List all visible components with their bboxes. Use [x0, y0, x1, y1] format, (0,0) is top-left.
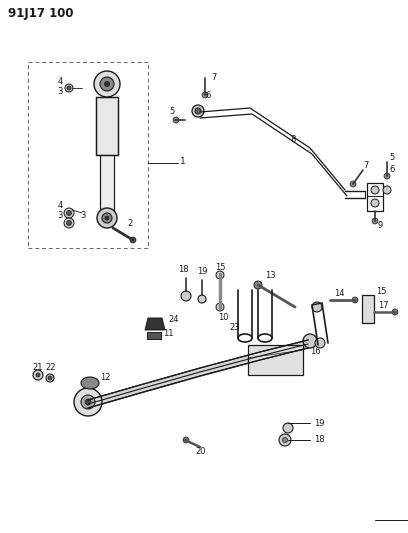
Text: 7: 7 [363, 161, 368, 171]
Text: 12: 12 [100, 374, 111, 383]
Text: 23: 23 [229, 324, 239, 333]
Circle shape [216, 303, 224, 311]
Circle shape [283, 423, 293, 433]
Text: 5: 5 [389, 154, 394, 163]
Circle shape [104, 82, 109, 86]
Circle shape [181, 291, 191, 301]
Circle shape [85, 399, 91, 405]
Circle shape [312, 302, 322, 312]
Text: 91J17 100: 91J17 100 [8, 7, 73, 20]
Text: 18: 18 [314, 435, 325, 445]
Text: 7: 7 [211, 74, 216, 83]
Bar [362, 295, 374, 323]
Circle shape [97, 208, 117, 228]
Bar [96, 97, 118, 155]
Circle shape [67, 221, 71, 225]
Bar [367, 183, 383, 211]
Circle shape [282, 438, 288, 442]
Text: 6: 6 [205, 92, 211, 101]
Text: 4: 4 [58, 200, 62, 209]
Bar [96, 97, 118, 155]
Circle shape [64, 208, 74, 218]
Circle shape [102, 213, 112, 223]
Text: 4: 4 [58, 77, 62, 85]
Text: 1: 1 [180, 157, 186, 166]
Polygon shape [145, 318, 165, 330]
Bar [100, 155, 114, 210]
Text: 2: 2 [127, 220, 132, 229]
Circle shape [372, 218, 378, 224]
Circle shape [67, 211, 71, 215]
Circle shape [67, 86, 71, 90]
Circle shape [352, 297, 358, 303]
Circle shape [198, 295, 206, 303]
Text: 8: 8 [290, 135, 295, 144]
Circle shape [36, 373, 40, 377]
Bar [100, 155, 114, 210]
Circle shape [48, 376, 52, 380]
Text: 9: 9 [377, 221, 382, 230]
Text: 14: 14 [334, 288, 344, 297]
Circle shape [216, 271, 224, 279]
Text: 18: 18 [178, 265, 188, 274]
Circle shape [202, 92, 208, 98]
Text: 13: 13 [265, 271, 276, 279]
Bar [28, 62, 148, 248]
Text: 20: 20 [195, 448, 206, 456]
Text: 17: 17 [378, 301, 389, 310]
Circle shape [183, 437, 189, 443]
Text: 16: 16 [310, 348, 321, 357]
Circle shape [81, 395, 95, 409]
Circle shape [192, 105, 204, 117]
Text: 11: 11 [163, 329, 173, 338]
Bar [147, 332, 161, 339]
Circle shape [46, 374, 54, 382]
Text: 19: 19 [314, 418, 324, 427]
Circle shape [254, 281, 262, 289]
Circle shape [350, 181, 356, 187]
Text: 10: 10 [218, 313, 228, 322]
Circle shape [173, 117, 179, 123]
Circle shape [383, 186, 391, 194]
Text: 15: 15 [215, 262, 226, 271]
Circle shape [33, 370, 43, 380]
Bar [248, 345, 303, 375]
Text: 5: 5 [169, 108, 174, 117]
Circle shape [371, 186, 379, 194]
Circle shape [105, 216, 109, 220]
Ellipse shape [81, 377, 99, 389]
Circle shape [279, 434, 291, 446]
Circle shape [392, 309, 398, 315]
Circle shape [130, 237, 136, 243]
Circle shape [195, 108, 201, 114]
Circle shape [384, 173, 390, 179]
Circle shape [100, 77, 114, 91]
Text: 22: 22 [45, 362, 55, 372]
Text: 3: 3 [57, 86, 63, 95]
Circle shape [64, 218, 74, 228]
Text: 3: 3 [57, 211, 63, 220]
Circle shape [94, 71, 120, 97]
Text: 19: 19 [197, 268, 208, 277]
Text: 3: 3 [80, 211, 86, 220]
Text: 6: 6 [389, 166, 395, 174]
Circle shape [371, 199, 379, 207]
Circle shape [65, 84, 73, 92]
Text: 24: 24 [168, 314, 179, 324]
Circle shape [74, 388, 102, 416]
Text: 21: 21 [32, 362, 42, 372]
Text: 15: 15 [376, 287, 386, 296]
Circle shape [315, 338, 325, 348]
Circle shape [303, 334, 317, 348]
